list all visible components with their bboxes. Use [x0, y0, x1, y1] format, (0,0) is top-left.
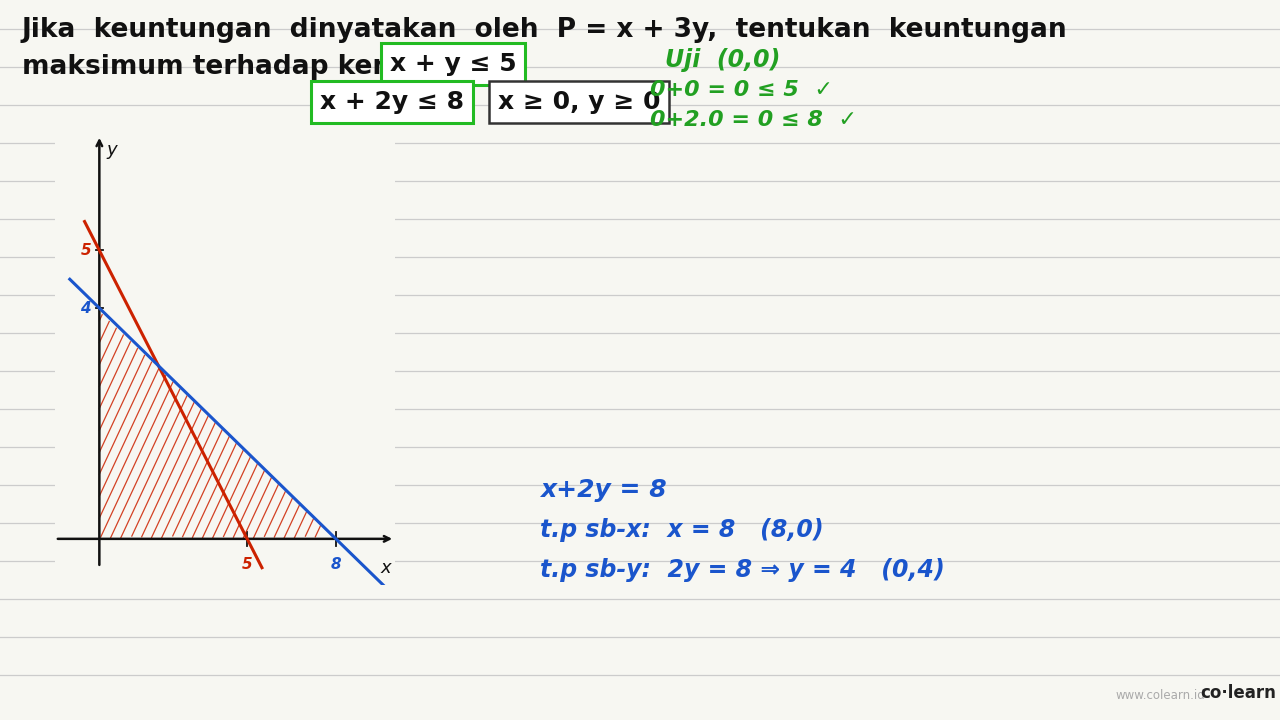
Text: x: x — [381, 559, 392, 577]
Text: 0+0 = 0 ≤ 5  ✓: 0+0 = 0 ≤ 5 ✓ — [650, 80, 833, 100]
Text: 0+2.0 = 0 ≤ 8  ✓: 0+2.0 = 0 ≤ 8 ✓ — [650, 110, 858, 130]
Text: y: y — [106, 141, 118, 159]
Text: Uji  (0,0): Uji (0,0) — [666, 48, 781, 72]
Text: t.p sb-x:  x = 5   (5,0): t.p sb-x: x = 5 (5,0) — [79, 518, 364, 542]
Text: x + 2y ≤ 8: x + 2y ≤ 8 — [320, 90, 465, 114]
Text: co·learn: co·learn — [1201, 684, 1276, 702]
Text: x+y  =5: x+y =5 — [146, 478, 255, 502]
Text: Jika  keuntungan  dinyatakan  oleh  P = x + 3y,  tentukan  keuntungan: Jika keuntungan dinyatakan oleh P = x + … — [22, 17, 1068, 43]
Text: x ≥ 0, y ≥ 0: x ≥ 0, y ≥ 0 — [498, 90, 660, 114]
Text: x+2y = 8: x+2y = 8 — [540, 478, 667, 502]
Text: 5: 5 — [81, 243, 91, 258]
Text: maksimum terhadap kendala: maksimum terhadap kendala — [22, 54, 454, 80]
Text: t.p sb-y:  2y = 8 ⇒ y = 4   (0,4): t.p sb-y: 2y = 8 ⇒ y = 4 (0,4) — [540, 558, 945, 582]
Text: t.p sb-y:  y = 5   (0,5): t.p sb-y: y = 5 (0,5) — [79, 558, 364, 582]
Text: 8: 8 — [330, 557, 342, 572]
Text: t.p sb-x:  x = 8   (8,0): t.p sb-x: x = 8 (8,0) — [540, 518, 823, 542]
Text: x + y ≤ 5: x + y ≤ 5 — [390, 52, 517, 76]
Text: www.colearn.id: www.colearn.id — [1115, 689, 1204, 702]
Text: 4: 4 — [81, 300, 91, 315]
Text: 5: 5 — [242, 557, 252, 572]
